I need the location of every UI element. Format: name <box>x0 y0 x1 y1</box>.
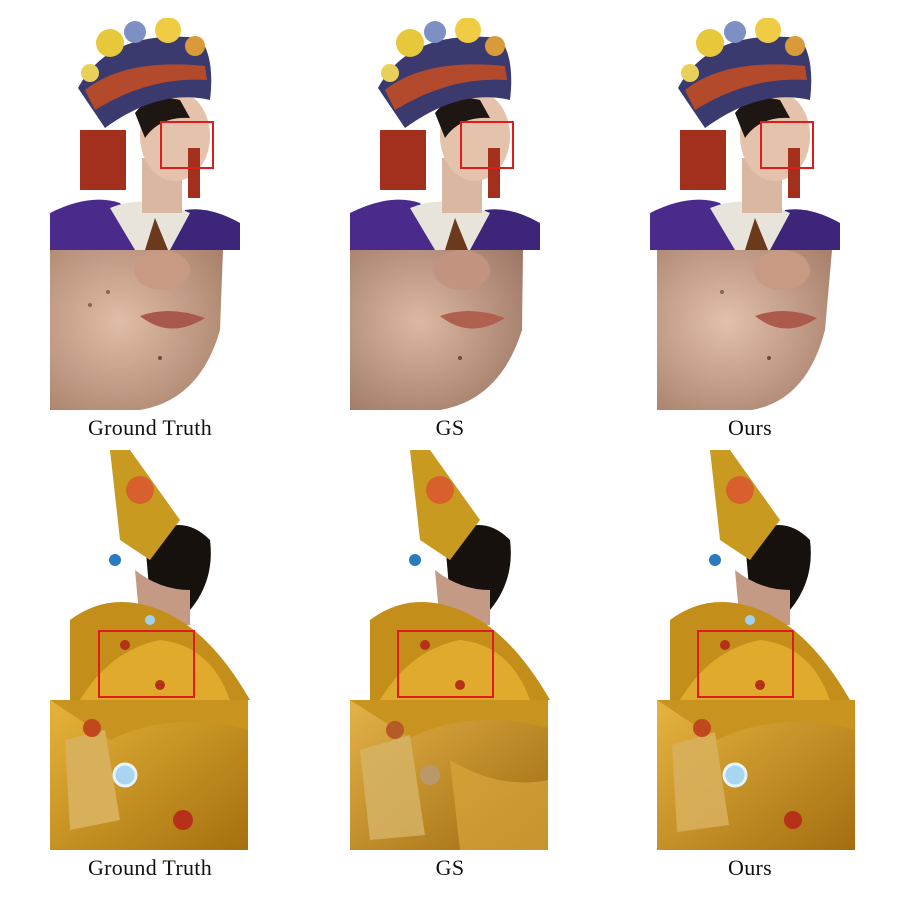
portrait-crop-ground-truth <box>50 250 223 410</box>
zoom-region-box <box>98 630 195 698</box>
column-label-gs: GS <box>435 415 465 440</box>
zoom-region-box <box>697 630 794 698</box>
costume-crop-ground-truth <box>50 700 248 850</box>
portrait-crop-ours <box>657 250 832 410</box>
column-label-ground-truth: Ground Truth <box>87 415 213 440</box>
portrait-ours <box>650 18 840 250</box>
zoom-region-box <box>760 121 814 169</box>
column-label-ground-truth-2: Ground Truth <box>87 855 213 880</box>
portrait-crop-gs <box>350 250 523 410</box>
costume-crop-ours <box>657 700 855 850</box>
zoom-region-box <box>460 121 514 169</box>
portrait-gs <box>350 18 540 250</box>
column-label-gs-2: GS <box>435 855 465 880</box>
column-label-ours: Ours <box>728 415 772 440</box>
column-label-ours-2: Ours <box>728 855 772 880</box>
costume-ours <box>650 450 850 700</box>
costume-ground-truth <box>50 450 250 700</box>
costume-crop-gs <box>350 700 548 850</box>
zoom-region-box <box>160 121 214 169</box>
zoom-region-box <box>397 630 494 698</box>
